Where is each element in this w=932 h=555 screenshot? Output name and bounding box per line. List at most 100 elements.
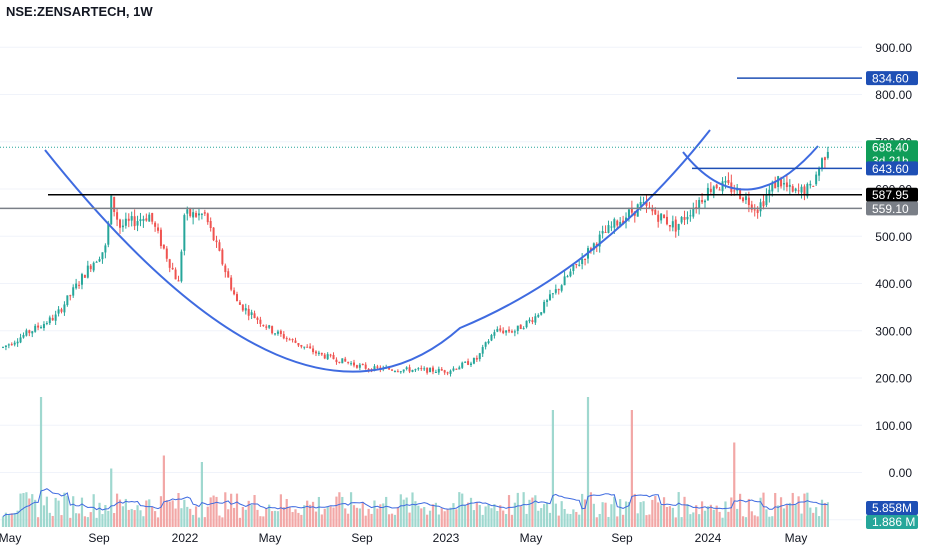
volume-bar [72, 496, 75, 527]
candle-body [777, 176, 780, 188]
volume-bar [28, 498, 31, 527]
candle-body [209, 221, 212, 229]
volume-bar [92, 494, 95, 527]
candle-body [809, 183, 812, 186]
candle-body [464, 361, 467, 363]
volume-bar [194, 506, 198, 527]
volume-bar [461, 493, 464, 527]
candle-body [113, 196, 116, 213]
candle-body [139, 219, 142, 222]
volume-bar [303, 505, 306, 527]
volume-bar [370, 513, 373, 527]
volume-bar [69, 517, 72, 527]
candle-body [791, 186, 794, 192]
volume-bar [165, 500, 168, 527]
volume-bar [25, 492, 28, 527]
volume-bar [554, 503, 557, 527]
candle-body [823, 157, 826, 161]
candle-body [742, 197, 745, 202]
candle-body [557, 289, 560, 291]
volume-bar [45, 496, 48, 527]
candle-body [528, 319, 531, 322]
volume-bar [317, 496, 320, 527]
x-tick-label: May [259, 531, 282, 545]
candle-body [133, 216, 136, 227]
candle-body [338, 361, 341, 363]
volume-bar [110, 468, 113, 527]
candle-body [686, 216, 689, 220]
volume-bar [113, 513, 116, 527]
volume-bar [709, 504, 712, 527]
candle-body [145, 218, 148, 221]
volume-bar [662, 497, 666, 527]
candle-body [326, 354, 329, 360]
candle-body [332, 354, 335, 360]
volume-tag [866, 501, 918, 515]
y-tick-label: 200.00 [875, 372, 912, 386]
volume-bar [31, 494, 34, 527]
volume-bar [171, 500, 174, 527]
candle-body [206, 213, 209, 223]
volume-bar [89, 512, 92, 527]
candle-body [499, 328, 502, 331]
volume-bar [782, 508, 786, 527]
volume-bar [765, 509, 768, 527]
candle-body [177, 280, 180, 282]
candle-body [616, 220, 619, 226]
candle-body [417, 368, 420, 370]
candle-body [45, 322, 48, 324]
volume-bar [396, 506, 399, 527]
candle-body [116, 212, 119, 220]
candle-body [312, 348, 315, 353]
candle-body [429, 367, 432, 373]
candle-body [13, 342, 16, 345]
candle-body [543, 301, 546, 313]
candle-body [546, 300, 549, 302]
candle-body [762, 201, 765, 207]
candle-body [660, 213, 663, 221]
volume-bar [820, 499, 824, 527]
volume-bar [519, 506, 522, 527]
volume-bar [654, 496, 657, 527]
candle-body [622, 220, 625, 224]
candle-body [203, 212, 206, 214]
candle-body [689, 215, 692, 217]
volume-bar [677, 492, 680, 527]
volume-bar [390, 513, 394, 527]
volume-bar [130, 508, 133, 527]
candle-body [192, 212, 195, 218]
volume-bar [271, 511, 274, 527]
volume-bar [426, 514, 429, 527]
candle-body [350, 363, 353, 365]
price-tag-label: 559.10 [872, 202, 909, 216]
candle-body [224, 265, 227, 273]
volume-bar [379, 504, 382, 527]
x-tick-label: May [520, 531, 543, 545]
candle-body [502, 330, 505, 333]
candle-body [183, 215, 186, 251]
candle-body [475, 357, 478, 360]
candle-body [63, 304, 66, 313]
volume-bar [724, 501, 727, 527]
candle-body [121, 225, 124, 228]
candle-body [227, 271, 230, 278]
candle-body [34, 325, 37, 332]
candle-body [265, 326, 268, 328]
volume-bar [367, 508, 370, 527]
candle-body [7, 344, 10, 346]
candle-body [323, 354, 326, 359]
candle-body [458, 367, 461, 370]
volume-bar [291, 512, 294, 527]
candle-body [89, 265, 92, 270]
candle-body [119, 219, 121, 228]
candle-body [51, 317, 54, 321]
candle-body [244, 308, 247, 311]
candle-body [291, 339, 294, 341]
candle-body [744, 196, 747, 201]
volume-bar [496, 510, 499, 527]
volume-bar [616, 516, 619, 527]
volume-bar [712, 509, 715, 527]
volume-bar [192, 514, 195, 527]
